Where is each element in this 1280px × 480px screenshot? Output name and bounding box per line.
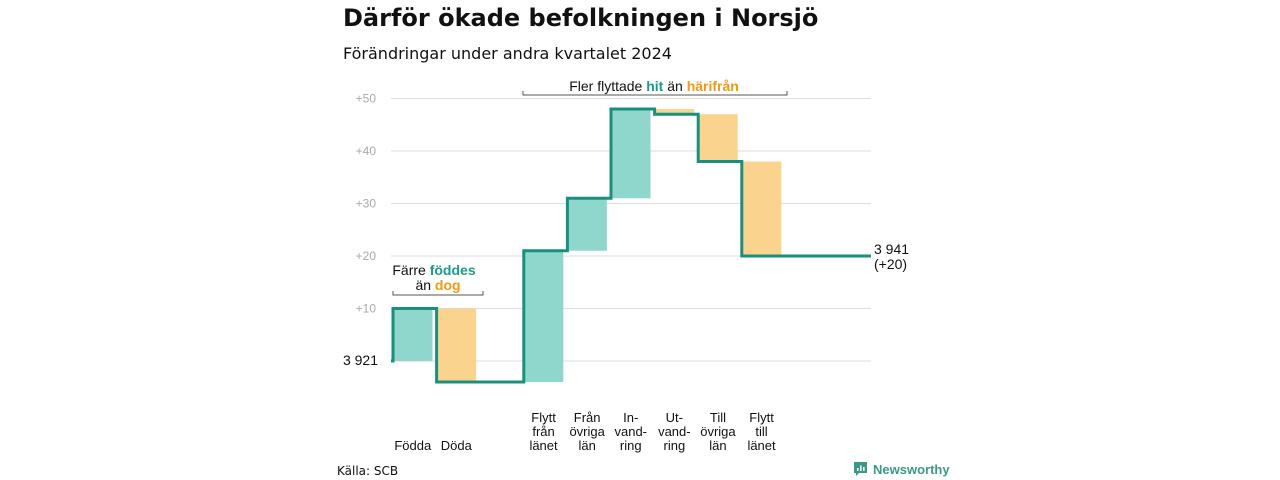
category-label: Från	[574, 410, 601, 425]
chart-title: Därför ökade befolkningen i Norsjö	[343, 4, 819, 32]
waterfall-bar	[698, 114, 738, 162]
waterfall-bar	[741, 161, 782, 256]
category-label: länet	[747, 438, 776, 453]
annotation-top-bracket	[522, 91, 788, 96]
y-tick-label: +30	[356, 197, 377, 211]
category-label: Ut-	[666, 410, 683, 425]
y-tick-label: +10	[356, 302, 377, 316]
y-tick-label: +50	[356, 92, 377, 106]
category-label: övriga	[700, 424, 736, 439]
newsworthy-icon	[854, 462, 867, 476]
y-tick-label: +40	[356, 144, 377, 158]
chart-subtitle: Förändringar under andra kvartalet 2024	[343, 44, 672, 63]
end-value-label: 3 941	[874, 241, 909, 257]
annotation-left-bracket	[392, 291, 484, 296]
category-label: Födda	[394, 438, 432, 453]
source-note: Källa: SCB	[337, 464, 399, 478]
y-tick-label: +20	[356, 249, 377, 263]
category-label: Flytt	[749, 410, 774, 425]
waterfall-bar	[393, 308, 433, 361]
category-label: län	[709, 438, 726, 453]
brand-logo: Newsworthy	[853, 461, 950, 477]
category-label: ring	[664, 438, 686, 453]
category-label: Flytt	[531, 410, 556, 425]
category-label: ring	[620, 438, 642, 453]
category-label: vand-	[658, 424, 691, 439]
category-label: övriga	[569, 424, 605, 439]
waterfall-bar	[523, 250, 564, 382]
waterfall-bar	[654, 109, 695, 115]
annotation-left-line1: Färre föddes	[392, 262, 475, 278]
category-label: från	[532, 424, 554, 439]
end-change-label: (+20)	[874, 256, 907, 272]
start-value-label: 3 921	[343, 352, 378, 368]
category-label: län	[578, 438, 595, 453]
annotation-left-line2: än dog	[415, 277, 460, 293]
cumulative-step-line	[391, 107, 871, 384]
brand-name: Newsworthy	[873, 461, 950, 477]
waterfall-bar	[436, 308, 477, 382]
category-label: Till	[710, 410, 726, 425]
waterfall-bar	[611, 109, 651, 199]
annotation-top: Fler flyttade hit än härifrån	[569, 78, 739, 94]
category-label: vand-	[614, 424, 647, 439]
category-label: till	[755, 424, 767, 439]
category-label: länet	[529, 438, 558, 453]
waterfall-bar	[567, 198, 607, 251]
category-label: In-	[623, 410, 638, 425]
category-label: Döda	[441, 438, 473, 453]
